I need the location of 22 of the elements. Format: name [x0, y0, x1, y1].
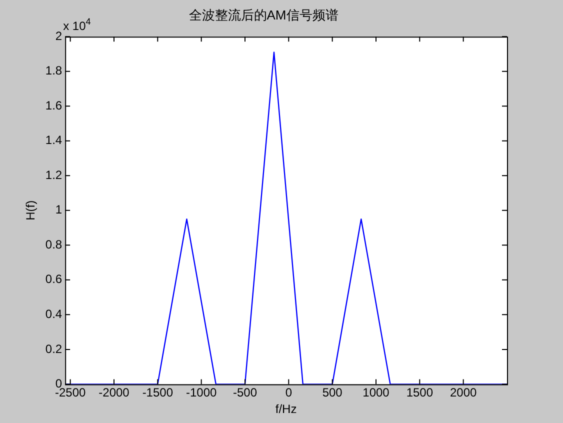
y-tick-label: 1.2	[45, 168, 62, 182]
y-axis-title: H(f)	[24, 200, 38, 220]
x-tick-label: 1500	[406, 386, 434, 400]
y-tick-label: 1	[55, 202, 62, 217]
y-tick-label: 0.4	[45, 306, 62, 321]
x-tick-label: -500	[232, 386, 258, 400]
x-tick-label: -2000	[98, 386, 130, 400]
chart-title: 全波整流后的AM信号频谱	[188, 7, 338, 22]
x-tick-label: 1000	[362, 386, 390, 400]
x-tick-label: 2000	[450, 386, 477, 400]
x-tick-label: 500	[322, 386, 343, 400]
x-tick-label: -1500	[142, 386, 174, 400]
y-tick-label: 1.8	[45, 64, 62, 78]
x-tick-label: 0	[285, 386, 292, 400]
y-tick-label: 0.6	[45, 272, 62, 286]
y-tick-label: 1.6	[45, 98, 62, 112]
y-tick-label: 0.8	[45, 237, 62, 252]
y-tick-label: 0.2	[45, 342, 62, 356]
x-axis-title: f/Hz	[275, 402, 297, 416]
y-tick-label: 1.4	[45, 133, 62, 148]
x-tick-label: -1000	[186, 386, 217, 400]
y-tick-label: 2	[55, 28, 62, 43]
